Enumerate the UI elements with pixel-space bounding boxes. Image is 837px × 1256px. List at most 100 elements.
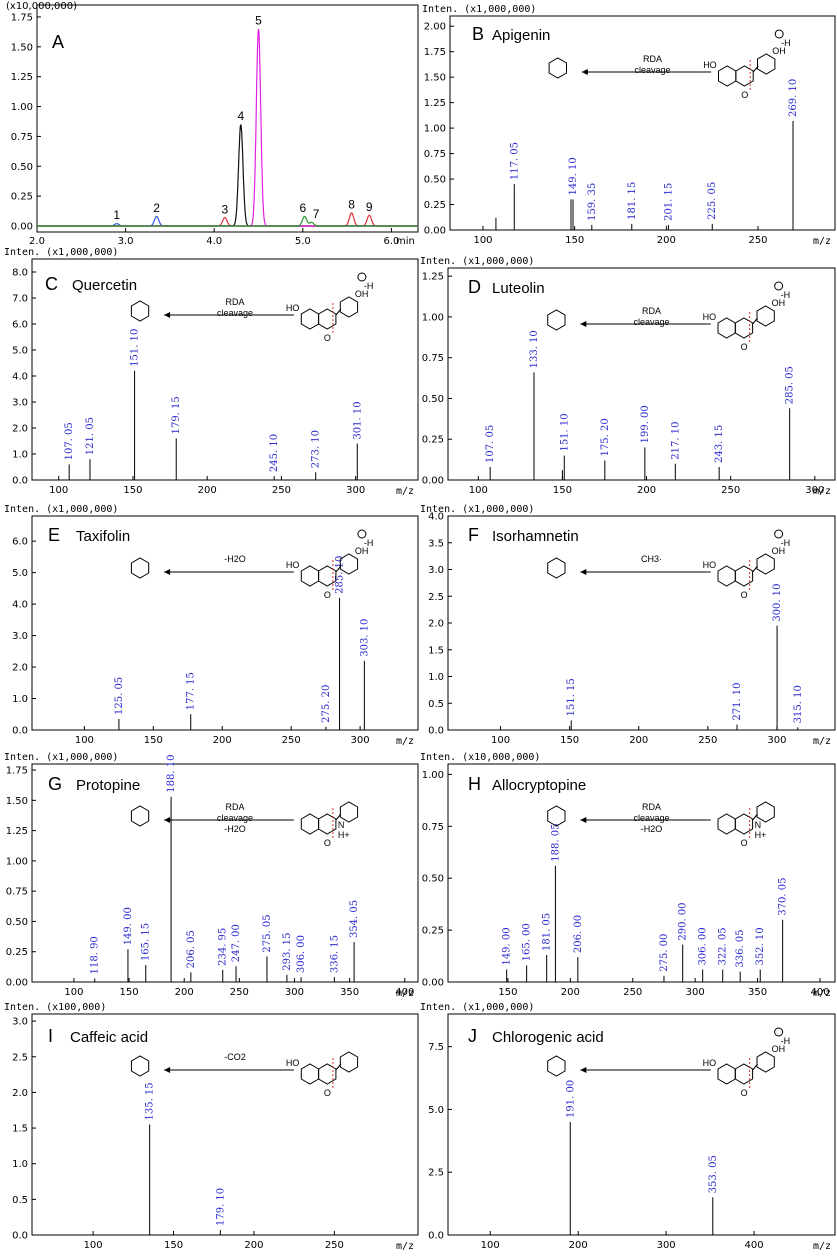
y-scale-label: Inten. (x1,000,000)	[420, 256, 534, 267]
panel-letter: B	[472, 24, 484, 44]
x-tick-label: 300	[767, 735, 786, 746]
x-tick-label: 200	[175, 987, 194, 998]
y-tick-label: 0.0	[12, 1231, 28, 1242]
y-tick-label: 1.5	[12, 1124, 28, 1135]
reaction-annotation: cleavage	[217, 308, 253, 318]
quercetin-spectrum-svg: Inten. (x1,000,000) m/z 0.0 1.0 2.0 3.0 4.0 5.0…	[4, 247, 419, 497]
y-scale-label: Inten. (x10,000,000)	[420, 752, 540, 763]
y-tick-label: 0.50	[422, 874, 444, 885]
atom-label: H+	[755, 830, 767, 840]
arrow-head	[164, 1067, 171, 1073]
y-tick-label: 1.75	[6, 766, 28, 777]
compound-name: Isorhamnetin	[492, 528, 579, 545]
x-tick-label: 200	[637, 485, 656, 496]
peak-mz-label: 133. 10	[529, 330, 540, 368]
x-tick-label: 150	[123, 485, 142, 496]
atom-label: HO	[286, 560, 300, 570]
panel-letter: J	[468, 1026, 477, 1046]
x-tick-label: 250	[230, 987, 249, 998]
peak-mz-label: 275. 05	[262, 914, 273, 952]
peak-mz-label: 275. 00	[659, 934, 670, 972]
y-tick-label: 1.00	[422, 312, 444, 323]
parent-structure-ring-c	[756, 1051, 775, 1073]
y-tick-label: 1.00	[11, 102, 33, 113]
y-tick-label: 3.0	[12, 631, 28, 642]
peak-mz-label: 285. 10	[335, 556, 346, 594]
x-tick-label: 100	[481, 1240, 500, 1251]
fragment-structure-ring	[547, 309, 566, 331]
y-tick-label: 0.00	[422, 476, 444, 487]
peak-mz-label: 245. 10	[269, 434, 280, 472]
y-tick-label: 0.25	[11, 192, 33, 203]
parent-structure-ring-c	[339, 296, 359, 318]
y-tick-label: 0.25	[6, 947, 28, 958]
y-tick-label: 6.0	[12, 320, 28, 331]
compound-name: Caffeic acid	[70, 1029, 148, 1046]
peak-number-label: 2	[153, 201, 160, 215]
peak-mz-label: 322. 05	[718, 927, 729, 965]
y-tick-label: 0.5	[12, 1195, 28, 1206]
chromatogram-trace-magenta	[37, 28, 418, 227]
y-scale-label: Inten. (x1,000,000)	[422, 4, 536, 15]
peak-mz-label: 315. 10	[793, 685, 804, 723]
atom-label: OH	[772, 546, 786, 556]
x-tick-label: 300	[686, 987, 705, 998]
x-tick-label: 150	[553, 485, 572, 496]
parent-structure-ring-b	[735, 65, 754, 87]
atom-label: O	[324, 838, 331, 848]
peak-mz-label: 118. 90	[90, 936, 101, 974]
y-tick-label: 6.0	[12, 537, 28, 548]
x-tick-label: 100	[49, 485, 68, 496]
peak-mz-label: 188. 10	[166, 755, 177, 793]
chromatogram-svg: (x10,000,000) 0.00 0.25 0.50 0.75 1.00 1.25 1.5…	[6, 1, 419, 246]
peak-mz-label: 149. 10	[568, 157, 579, 195]
y-tick-label: 1.5	[428, 645, 444, 656]
peak-mz-label: 271. 10	[732, 682, 743, 720]
x-tick-label: 3.0	[118, 236, 134, 246]
reaction-annotation: -H2O	[224, 554, 246, 564]
panel-j-chlorogenic-acid: Inten. (x1,000,000) m/z 0.0 2.5 5.0 7.5 100 200…	[420, 1000, 837, 1256]
peak-mz-label: 121. 05	[85, 417, 96, 455]
peak-mz-label: 165. 15	[141, 923, 152, 961]
compound-name: Luteolin	[492, 280, 545, 297]
parent-structure-ring-b	[734, 317, 754, 339]
peak-mz-label: 275. 20	[321, 685, 332, 723]
y-tick-label: 0.75	[6, 887, 28, 898]
y-scale-label: (x10,000,000)	[6, 1, 77, 12]
y-tick-label: 2.0	[12, 424, 28, 435]
arrow-head	[164, 569, 171, 575]
panel-b-apigenin: Inten. (x1,000,000) m/z 0.00 0.25 0.50 0.75 1.…	[420, 0, 837, 254]
x-axis-label: m/z	[396, 486, 414, 497]
x-axis-label: m/z	[813, 486, 831, 497]
peak-mz-label: 285. 05	[785, 366, 796, 404]
fragment-structure-ring	[130, 300, 150, 322]
reaction-annotation: cleavage	[217, 813, 253, 823]
charge-label: -H	[781, 38, 791, 48]
compound-name: Quercetin	[72, 277, 137, 294]
panel-letter: H	[468, 774, 481, 794]
peak-mz-label: 354. 05	[349, 900, 360, 938]
reaction-annotation: RDA	[225, 802, 244, 812]
x-tick-label: 200	[244, 1240, 263, 1251]
atom-label: OH	[772, 46, 786, 56]
parent-structure-ring-a	[717, 813, 736, 835]
x-tick-label: 150	[560, 735, 579, 746]
plot-frame	[31, 1013, 419, 1236]
peak-number-label: 4	[237, 109, 244, 123]
allocryptopine-spectrum-svg: Inten. (x10,000,000) m/z 0.00 0.25 0.50 0.75 1…	[420, 752, 836, 999]
parent-structure-ring-a	[300, 813, 320, 835]
peak-mz-label: 217. 10	[670, 422, 681, 460]
y-tick-label: 1.0	[12, 1159, 28, 1170]
x-tick-label: 250	[282, 735, 301, 746]
reaction-annotation: -CO2	[224, 1052, 246, 1062]
panel-letter: D	[468, 277, 481, 297]
fragment-structure-ring	[548, 57, 567, 79]
parent-structure-ring-c	[757, 53, 776, 75]
parent-structure-ring-b	[318, 813, 337, 835]
peak-mz-label: 225. 05	[707, 182, 718, 220]
fragment-structure-ring	[547, 557, 566, 579]
y-tick-label: 1.50	[6, 796, 28, 807]
x-tick-label: 100	[491, 735, 510, 746]
peak-mz-label: 179. 10	[215, 1188, 226, 1226]
fragment-structure-ring	[130, 557, 150, 579]
